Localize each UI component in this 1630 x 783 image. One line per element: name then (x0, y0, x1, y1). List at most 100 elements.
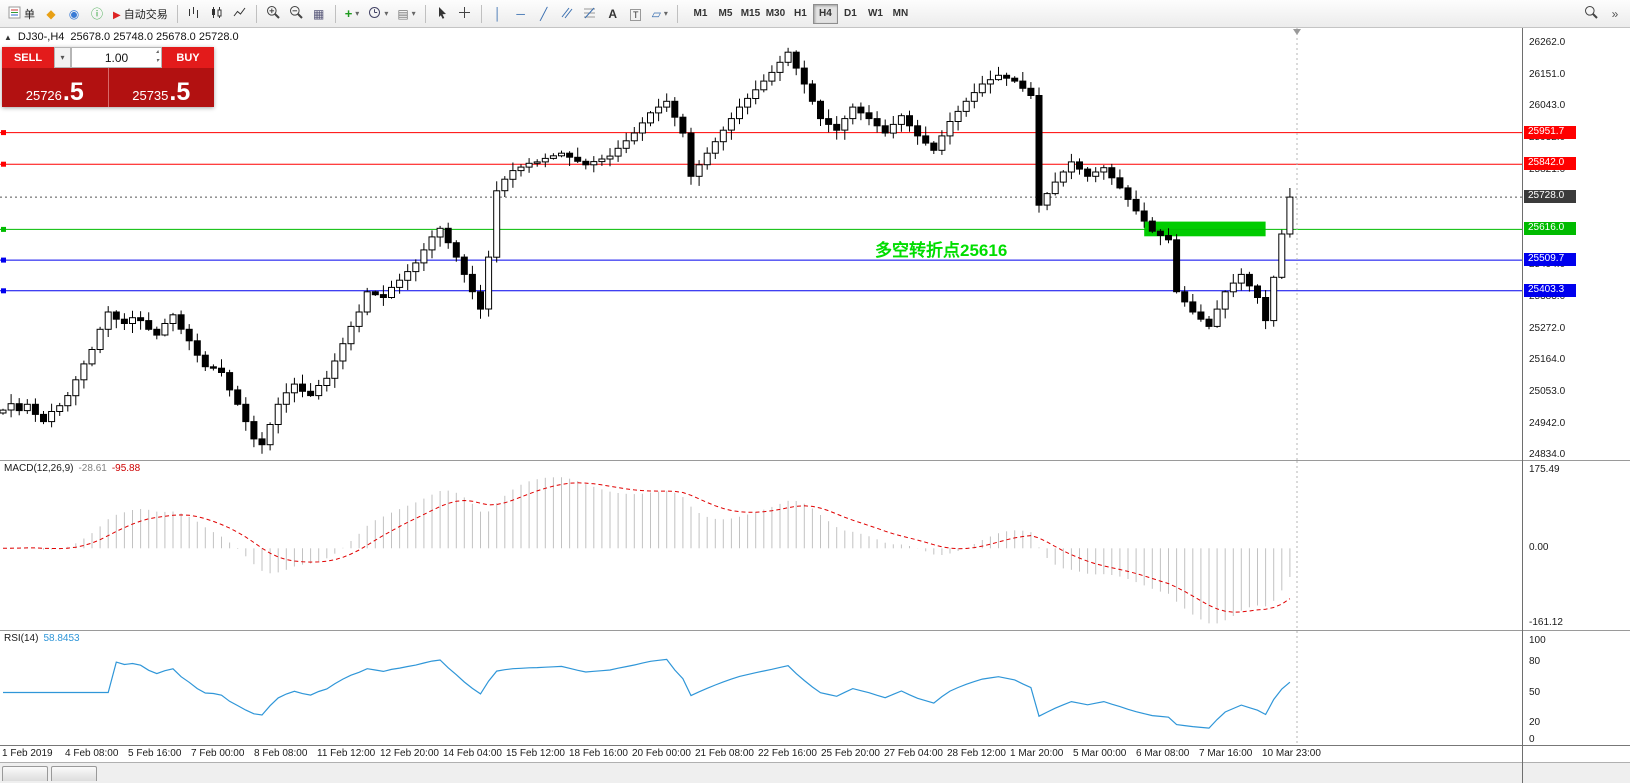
price-badge: 25842.0 (1524, 157, 1576, 171)
macd-panel: MACD(12,26,9) -28.61 -95.88 (0, 460, 1522, 630)
symbol-period: DJ30-,H4 (17, 31, 65, 43)
templates-icon: ▤ (397, 6, 409, 21)
time-label: 28 Feb 12:00 (947, 748, 1006, 759)
hline-icon: ─ (516, 6, 525, 21)
buy-button[interactable]: BUY (162, 47, 214, 68)
line-chart-icon (233, 6, 246, 22)
cursor-button[interactable] (431, 3, 453, 25)
rsi-tick: 80 (1529, 655, 1541, 667)
text-button[interactable]: A (602, 3, 624, 25)
chevron-down-icon: ▾ (355, 9, 360, 18)
timeframe-h4[interactable]: H4 (812, 3, 838, 24)
new-order-button[interactable]: 单 (4, 3, 39, 25)
zoom-in-button[interactable] (262, 3, 284, 25)
rsi-chart-canvas[interactable] (0, 631, 1522, 745)
chart-workspace: ▲ DJ30-,H4 25678.0 25748.0 25678.0 25728… (0, 28, 1630, 783)
arrows-button[interactable]: ▱ ▾ (648, 3, 672, 25)
chart-column: ▲ DJ30-,H4 25678.0 25748.0 25678.0 25728… (0, 28, 1522, 783)
fibonacci-button[interactable] (579, 3, 601, 25)
time-label: 18 Feb 16:00 (569, 748, 628, 759)
macd-value: -28.61 (78, 463, 107, 474)
timeframe-m15[interactable]: M15 (738, 4, 763, 24)
macd-axis: 175.49 0.00 -161.12 (1523, 460, 1630, 630)
toolbar-right: » (1580, 3, 1626, 25)
market-button[interactable]: ⓘ (86, 3, 108, 25)
crosshair-button[interactable] (454, 3, 476, 25)
rsi-tick: 50 (1529, 686, 1541, 698)
quotes-button[interactable]: ◆ (40, 3, 62, 25)
price-badge: 25403.3 (1524, 283, 1576, 297)
toolbar-separator (255, 4, 257, 23)
level-handle (1, 257, 6, 263)
rsi-tick: 0 (1529, 734, 1535, 745)
lot-size-field[interactable]: 1.00 ▴ ▾ (71, 47, 162, 68)
time-label: 5 Feb 16:00 (128, 748, 182, 759)
search-button[interactable] (1580, 3, 1602, 25)
price-axis[interactable]: 26262.026151.026043.025932.025821.025713… (1523, 28, 1630, 460)
trade-prices-row: 25726.5 25735.5 (2, 68, 214, 107)
stepper-down-icon[interactable]: ▾ (155, 58, 159, 64)
time-label: 1 Mar 20:00 (1010, 748, 1064, 759)
level-handle (1, 288, 6, 294)
time-label: 4 Feb 08:00 (65, 748, 119, 759)
price-axis-column: 26262.026151.026043.025932.025821.025713… (1522, 28, 1630, 783)
time-axis[interactable]: 1 Feb 2019 4 Feb 08:00 5 Feb 16:00 7 Feb 00… (0, 745, 1522, 762)
vertical-line-button[interactable]: │ (487, 3, 509, 25)
sell-button[interactable]: SELL (2, 47, 54, 68)
zoom-out-icon (289, 5, 303, 22)
profile-button[interactable]: ◉ (63, 3, 85, 25)
macd-name: MACD(12,26,9) (4, 463, 74, 474)
label-icon: T (629, 7, 642, 21)
tile-windows-button[interactable]: ▦ (308, 3, 330, 25)
price-badge: 25616.0 (1524, 222, 1576, 236)
time-label: 7 Feb 00:00 (191, 748, 245, 759)
window-tab-bar (0, 762, 1522, 783)
timeframe-m5[interactable]: M5 (713, 4, 738, 24)
trade-controls-row: SELL ▾ 1.00 ▴ ▾ BUY (2, 47, 214, 68)
trendline-button[interactable]: ╱ (533, 3, 555, 25)
vline-icon: │ (493, 6, 502, 21)
timeframe-d1[interactable]: D1 (838, 4, 863, 24)
bar-chart-button[interactable] (183, 3, 205, 25)
timeframe-m30[interactable]: M30 (763, 4, 788, 24)
price-tick: 25272.0 (1529, 322, 1566, 334)
autotrade-button[interactable]: ▶ 自动交易 (109, 3, 172, 25)
buy-price[interactable]: 25735.5 (107, 68, 215, 107)
indicators-button[interactable]: + ▾ (341, 3, 364, 25)
time-label: 1 Feb 2019 (2, 748, 53, 759)
candlestick-chart-canvas[interactable] (0, 28, 1522, 460)
text-label-button[interactable]: T (625, 3, 647, 25)
timeframe-mn[interactable]: MN (888, 4, 913, 24)
chevrons-icon: » (1611, 6, 1619, 21)
macd-signal-value: -95.88 (111, 463, 141, 474)
profile-icon: ◉ (68, 6, 80, 21)
timeframe-w1[interactable]: W1 (863, 4, 888, 24)
periods-button[interactable]: ▾ (364, 3, 392, 25)
timeframe-h1[interactable]: H1 (788, 4, 813, 24)
equidistant-channel-button[interactable] (556, 3, 578, 25)
macd-chart-canvas[interactable] (0, 461, 1522, 630)
trade-options-dropdown[interactable]: ▾ (54, 47, 71, 68)
zoom-out-button[interactable] (285, 3, 307, 25)
stepper-up-icon[interactable]: ▴ (155, 49, 159, 55)
search-icon (1584, 5, 1598, 22)
line-chart-button[interactable] (229, 3, 251, 25)
chart-window-tab[interactable] (51, 766, 97, 781)
timeframe-m1[interactable]: M1 (688, 4, 713, 24)
toolbar-overflow-button[interactable]: » (1604, 3, 1626, 25)
lot-stepper[interactable]: ▴ ▾ (156, 48, 159, 66)
price-badge: 25951.7 (1524, 125, 1576, 139)
sell-price[interactable]: 25726.5 (2, 68, 108, 107)
level-handle (1, 130, 6, 136)
chart-window-tab[interactable] (2, 766, 48, 781)
candle-chart-button[interactable] (206, 3, 228, 25)
horizontal-line-button[interactable]: ─ (510, 3, 532, 25)
sell-price-small: 25726 (25, 88, 62, 103)
symbol-info: ▲ DJ30-,H4 25678.0 25748.0 25678.0 25728… (4, 31, 239, 43)
price-tick: 24942.0 (1529, 417, 1566, 429)
rsi-tick: 20 (1529, 717, 1541, 729)
fibo-icon (583, 6, 596, 22)
templates-button[interactable]: ▤ ▾ (393, 3, 419, 25)
chart-annotation: 多空转折点25616 (875, 241, 1008, 260)
bar-chart-icon (187, 6, 200, 22)
